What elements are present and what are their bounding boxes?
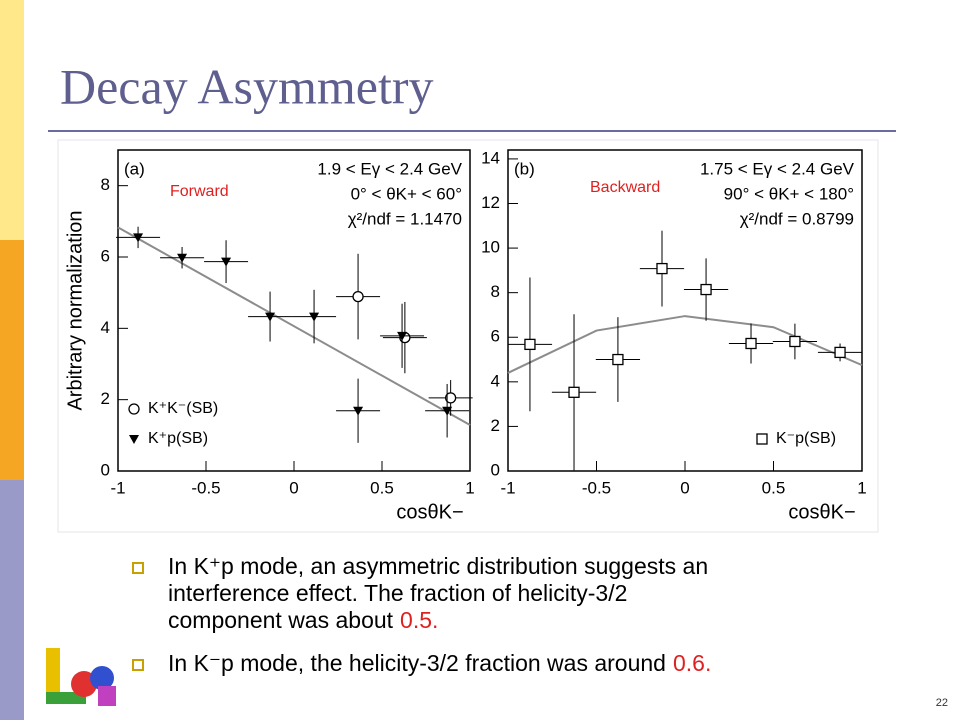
stripe-lavender bbox=[0, 480, 24, 720]
region-label: Forward bbox=[170, 183, 229, 200]
y-tick-label: 14 bbox=[481, 148, 500, 167]
fit-curve bbox=[117, 226, 471, 426]
y-tick-label: 2 bbox=[101, 389, 110, 408]
y-tick-label: 4 bbox=[491, 371, 500, 390]
marker bbox=[133, 233, 144, 243]
stripe-orange bbox=[0, 240, 24, 480]
logo bbox=[46, 648, 116, 706]
y-axis-label: Arbitrary normalization bbox=[64, 210, 86, 410]
logo-shape bbox=[90, 666, 114, 690]
y-tick-label: 2 bbox=[491, 416, 500, 435]
x-axis-label: cosθK− bbox=[396, 501, 463, 523]
annotation: χ²/ndf = 0.8799 bbox=[740, 209, 854, 228]
y-tick-label: 10 bbox=[481, 238, 500, 257]
x-tick-label: -1 bbox=[500, 478, 515, 497]
bullet-line: component was about bbox=[168, 607, 394, 633]
marker bbox=[353, 406, 364, 416]
annotation: 1.9 < Eγ < 2.4 GeV bbox=[317, 159, 462, 178]
figure-frame bbox=[57, 139, 879, 533]
logo-shape bbox=[46, 692, 86, 704]
highlight: 0.5. bbox=[400, 607, 438, 633]
x-tick-label: 0 bbox=[680, 478, 689, 497]
y-tick-label: 12 bbox=[481, 193, 500, 212]
bullet-icon bbox=[132, 562, 144, 574]
marker bbox=[568, 386, 580, 398]
marker bbox=[834, 346, 846, 359]
page-number: 22 bbox=[936, 697, 948, 709]
marker bbox=[700, 283, 712, 296]
legend-marker bbox=[128, 403, 140, 415]
marker bbox=[745, 337, 757, 350]
annotation: 1.75 < Eγ < 2.4 GeV bbox=[700, 159, 855, 178]
legend-label: K⁻p(SB) bbox=[776, 430, 836, 447]
region-label: Backward bbox=[590, 179, 660, 196]
x-tick-label: -0.5 bbox=[191, 478, 220, 497]
x-tick-label: 0 bbox=[289, 478, 298, 497]
annotation: 90° < θK+ < 180° bbox=[724, 184, 854, 203]
annotation: χ²/ndf = 1.1470 bbox=[348, 209, 462, 228]
bullet-line: In K⁺p mode, an asymmetric distribution … bbox=[168, 553, 708, 579]
marker bbox=[789, 335, 801, 348]
stripe-yellow bbox=[0, 0, 24, 240]
marker bbox=[397, 331, 408, 341]
panel-label: (b) bbox=[514, 159, 535, 178]
legend-label: K⁺K⁻(SB) bbox=[148, 400, 218, 417]
logo-shape bbox=[46, 648, 60, 704]
marker bbox=[352, 290, 364, 303]
y-tick-label: 0 bbox=[491, 460, 500, 479]
y-tick-label: 6 bbox=[491, 327, 500, 346]
legend-marker bbox=[129, 435, 139, 444]
x-tick-label: 0.5 bbox=[370, 478, 394, 497]
x-tick-label: 0.5 bbox=[762, 478, 786, 497]
bullet-line: interference effect. The fraction of hel… bbox=[168, 580, 627, 606]
x-tick-label: 1 bbox=[465, 478, 474, 497]
bullet-text: In K⁺p mode, an asymmetric distribution … bbox=[168, 553, 708, 633]
y-tick-label: 8 bbox=[101, 175, 110, 194]
marker bbox=[265, 312, 276, 322]
y-tick-label: 8 bbox=[491, 282, 500, 301]
highlight: 0.6. bbox=[673, 650, 711, 676]
slide-title: Decay Asymmetry bbox=[60, 58, 434, 114]
x-axis-label: cosθK− bbox=[788, 501, 855, 523]
logo-shape bbox=[98, 686, 116, 706]
x-tick-label: -1 bbox=[110, 478, 125, 497]
bullet-text: In K⁻p mode, the helicity-3/2 fraction w… bbox=[168, 650, 711, 676]
fit-curve bbox=[507, 315, 863, 374]
bullet-line: In K⁻p mode, the helicity-3/2 fraction w… bbox=[168, 650, 666, 676]
marker bbox=[309, 312, 320, 322]
legend-marker bbox=[756, 433, 768, 445]
y-tick-label: 0 bbox=[101, 460, 110, 479]
annotation: 0° < θK+ < 60° bbox=[351, 184, 462, 203]
y-tick-label: 6 bbox=[101, 246, 110, 265]
y-tick-label: 4 bbox=[101, 318, 110, 337]
marker bbox=[221, 257, 232, 267]
legend-label: K⁺p(SB) bbox=[148, 430, 208, 447]
panel-label: (a) bbox=[124, 159, 145, 178]
bullet-icon bbox=[132, 659, 144, 671]
marker bbox=[444, 392, 457, 404]
x-tick-label: -0.5 bbox=[582, 478, 611, 497]
marker bbox=[656, 262, 668, 275]
x-tick-label: 1 bbox=[857, 478, 866, 497]
marker bbox=[177, 253, 188, 263]
marker bbox=[524, 338, 536, 351]
marker bbox=[612, 353, 624, 366]
marker bbox=[442, 406, 453, 416]
